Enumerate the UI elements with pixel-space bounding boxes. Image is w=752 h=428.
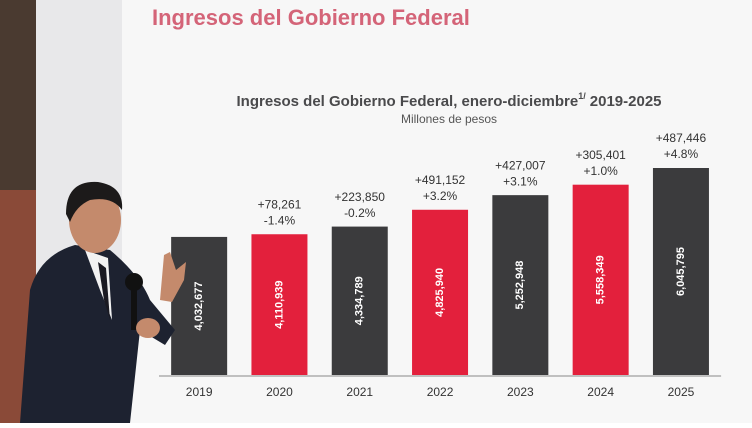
bar [331,226,388,375]
bar [412,209,469,375]
bar [492,195,549,375]
bar [171,236,228,375]
change-amount: +223,850 [335,190,386,204]
change-percent: +1.0% [583,164,618,178]
presenter-hair [66,181,123,222]
chart-subtitle: Millones de pesos [401,112,497,126]
bar [652,168,709,375]
bar-value-label: 5,558,349 [595,255,607,304]
microphone-handle [131,290,137,330]
slide-title: Ingresos del Gobierno Federal [152,5,470,30]
change-amount: +427,007 [495,158,546,172]
presenter [20,181,186,423]
change-amount: +487,446 [656,131,707,145]
x-tick-label: 2019 [186,385,213,399]
change-percent: +3.2% [423,189,458,203]
chart-title-main: Ingresos del Gobierno Federal, enero-dic… [236,93,578,110]
change-percent: -1.4% [264,213,296,227]
bar [572,184,629,375]
change-amount: +78,261 [258,197,302,211]
x-tick-label: 2021 [346,385,373,399]
bar-value-label: 4,110,939 [273,280,285,328]
x-tick-label: 2023 [507,385,534,399]
change-percent: +3.1% [503,174,538,188]
x-tick-label: 2024 [587,385,614,399]
chart-title: Ingresos del Gobierno Federal, enero-dic… [236,91,661,110]
x-tick-label: 2020 [266,385,293,399]
change-percent: -0.2% [344,206,376,220]
change-percent: +4.8% [664,147,699,161]
presenter-raised-hand [160,252,186,302]
x-tick-label: 2022 [427,385,454,399]
change-amount: +305,401 [575,148,626,162]
bar-value-label: 5,252,948 [514,261,526,310]
bar-value-label: 6,045,795 [675,247,687,296]
presenter-tie [98,262,110,320]
plot: 4,032,677 2019 4,110,939 +78,261 -1.4% 2020 4,… [159,131,722,399]
change-amount: +491,152 [415,173,466,187]
bar [251,234,308,375]
chart-title-superscript: 1/ [578,91,586,101]
bar-value-label: 4,032,677 [193,281,205,330]
x-tick-label: 2025 [668,385,695,399]
bar-value-label: 4,825,940 [434,268,446,317]
presenter-hand [136,318,160,338]
chart-title-suffix: 2019-2025 [590,93,662,110]
bar-value-label: 4,334,789 [354,276,366,325]
microphone [125,273,143,291]
